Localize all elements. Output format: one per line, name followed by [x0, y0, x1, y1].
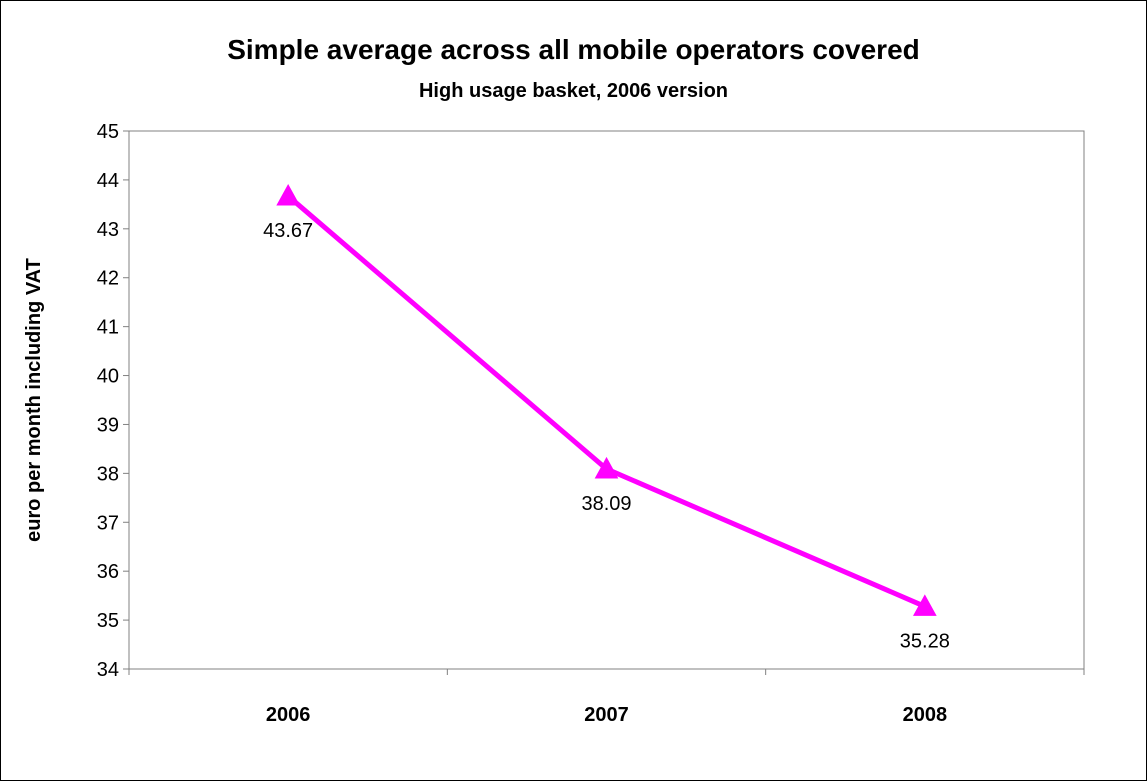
data-point-marker [594, 456, 619, 479]
y-tick-label: 36 [97, 561, 119, 583]
x-tick-label: 2007 [584, 704, 629, 726]
series-layer: 43.67 38.09 35.28 [263, 184, 950, 652]
x-tick-label: 2006 [266, 704, 311, 726]
y-tick-label: 40 [97, 366, 119, 388]
y-axis-label: euro per month including VAT [23, 258, 45, 542]
data-label: 43.67 [263, 220, 313, 242]
chart-subtitle: High usage basket, 2006 version [418, 80, 729, 102]
y-tick-label: 42 [97, 268, 119, 290]
y-tick-label: 34 [97, 659, 119, 681]
y-tick-label: 35 [97, 610, 119, 632]
y-axis-ticks: 34 35 36 37 38 39 40 41 42 43 44 45 [97, 121, 129, 681]
y-tick-label: 43 [97, 219, 119, 241]
y-tick-label: 38 [97, 463, 119, 485]
x-tick-label: 2008 [903, 704, 948, 726]
data-point-marker [912, 594, 937, 616]
y-tick-label: 37 [97, 512, 119, 534]
y-tick-label: 41 [97, 317, 119, 339]
y-tick-label: 44 [97, 170, 119, 192]
data-point-marker [276, 184, 301, 206]
data-label: 35.28 [900, 630, 950, 652]
data-label: 38.09 [581, 493, 631, 515]
chart-title: Simple average across all mobile operato… [227, 34, 920, 65]
x-axis-ticks: 2006 2007 2008 [128, 669, 1085, 726]
y-tick-label: 39 [97, 414, 119, 436]
y-tick-label: 45 [97, 121, 119, 143]
plot-area [128, 130, 1085, 670]
